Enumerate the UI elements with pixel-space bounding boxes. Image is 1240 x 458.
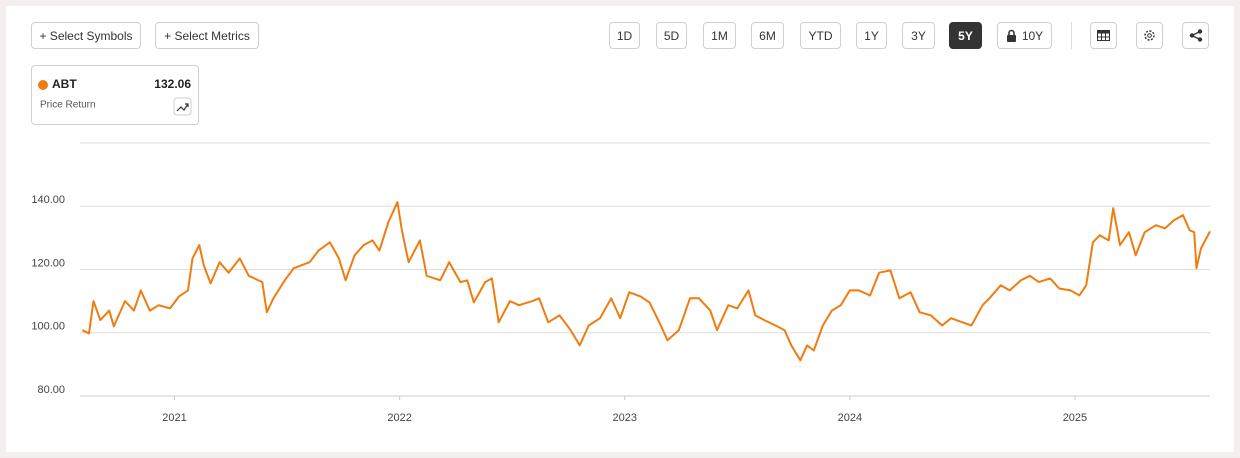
range-label: 3Y [911, 28, 926, 43]
x-tick-label: 2022 [387, 412, 411, 424]
lock-icon [1006, 29, 1016, 42]
chart-type-button[interactable] [173, 97, 192, 116]
x-tick-label: 2021 [162, 412, 186, 424]
legend-symbol: ABT [52, 77, 77, 91]
range-label: 10Y [1021, 28, 1044, 43]
range-label: 5Y [958, 28, 973, 43]
x-tick-label: 2023 [612, 412, 636, 424]
range-button[interactable]: 6M [751, 22, 784, 49]
range-label: 1D [616, 28, 633, 43]
legend-metric: Price Return [40, 100, 96, 111]
select-metrics[interactable]: + Select Metrics [155, 22, 259, 49]
legend-box: ABT 132.06 Price Return [31, 65, 199, 125]
range-button[interactable]: 10Y [997, 22, 1052, 49]
share-icon [1189, 29, 1202, 42]
table-icon [1097, 30, 1110, 41]
range-label: 1M [711, 28, 728, 43]
settings-button[interactable] [1136, 22, 1163, 49]
range-button[interactable]: 3Y [902, 22, 935, 49]
range-label: 6M [759, 28, 776, 43]
range-button[interactable]: 1M [703, 22, 736, 49]
legend: ABT 132.06 Price Return [38, 77, 192, 116]
y-tick-label: 120.00 [31, 257, 65, 269]
price-line [81, 201, 1211, 362]
trend-icon [176, 103, 189, 112]
legend-value: 132.06 [154, 77, 191, 91]
y-tick-label: 80.00 [37, 384, 65, 396]
range-button[interactable]: 1D [609, 22, 640, 49]
legend-dot [38, 80, 48, 90]
range-button[interactable]: 5Y [949, 22, 982, 49]
range-button[interactable]: 5D [656, 22, 687, 49]
range-label: 1Y [864, 28, 879, 43]
share-button[interactable] [1182, 22, 1209, 49]
x-tick-label: 2025 [1063, 412, 1087, 424]
panel [6, 6, 1234, 452]
x-tick-label: 2024 [838, 412, 862, 424]
range-button[interactable]: YTD [800, 22, 841, 49]
table-button[interactable] [1090, 22, 1117, 49]
range-button[interactable]: 1Y [856, 22, 887, 49]
range-label: 5D [663, 28, 680, 43]
select-symbols[interactable]: + Select Symbols [31, 22, 141, 49]
y-tick-label: 100.00 [31, 321, 65, 333]
range-label: YTD [808, 28, 833, 43]
gear-icon [1144, 30, 1155, 41]
y-tick-label: 140.00 [31, 194, 65, 206]
separator [1071, 22, 1072, 49]
